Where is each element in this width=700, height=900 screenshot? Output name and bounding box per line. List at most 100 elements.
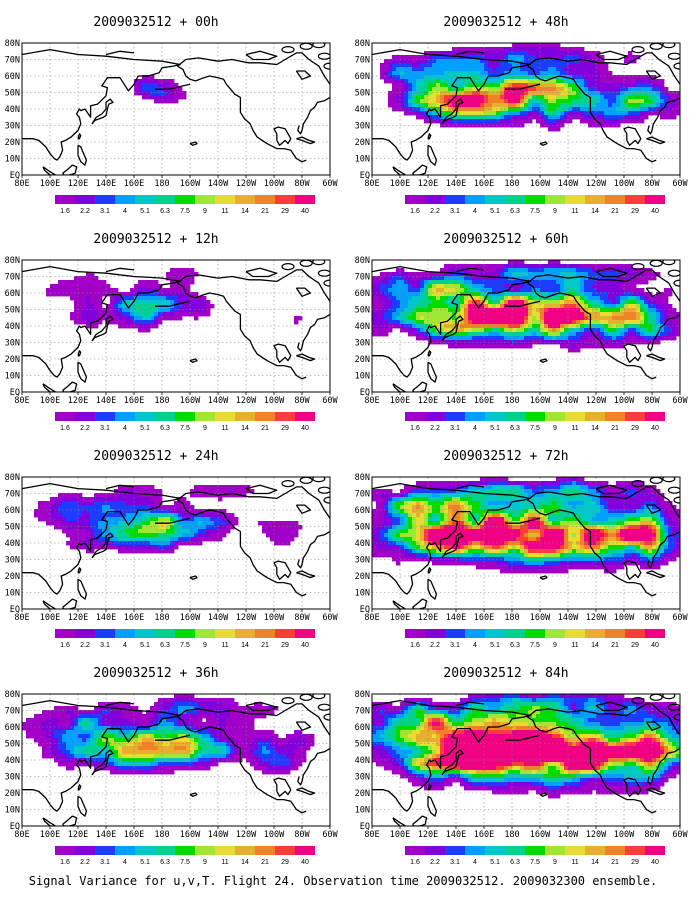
variance-cell (82, 545, 87, 550)
variance-cell (640, 268, 645, 273)
variance-cell (460, 300, 465, 305)
variance-cell (58, 750, 63, 755)
variance-cell (74, 312, 79, 317)
variance-cell (270, 758, 275, 763)
variance-cell (600, 312, 605, 317)
variance-cell (472, 264, 477, 269)
variance-cell (154, 533, 159, 538)
variance-cell (548, 296, 553, 301)
variance-cell (464, 63, 469, 68)
variance-cell (146, 714, 151, 719)
variance-cell (492, 47, 497, 52)
variance-cell (632, 284, 637, 289)
variance-cell (42, 714, 47, 719)
variance-cell (436, 276, 441, 281)
variance-cell (106, 730, 111, 735)
variance-cell (162, 288, 167, 293)
variance-cell (286, 758, 291, 763)
variance-cell (476, 83, 481, 88)
variance-cell (130, 718, 135, 723)
variance-cell (234, 706, 239, 711)
variance-cell (78, 710, 83, 715)
variance-cell (234, 485, 239, 490)
variance-cell (74, 497, 79, 502)
variance-cell (122, 525, 127, 530)
variance-cell (258, 730, 263, 735)
variance-cell (98, 304, 103, 309)
variance-cell (98, 292, 103, 297)
variance-cell (580, 284, 585, 289)
variance-cell (424, 107, 429, 112)
variance-cell (556, 268, 561, 273)
variance-cell (604, 91, 609, 96)
variance-cell (270, 750, 275, 755)
variance-cell (596, 87, 601, 92)
colorbar-swatch (275, 195, 295, 204)
variance-cell (536, 43, 541, 48)
colorbar-swatch (155, 846, 175, 855)
variance-cell (190, 738, 195, 743)
variance-cell (158, 525, 163, 530)
variance-cell (512, 119, 517, 124)
variance-cell (564, 264, 569, 269)
variance-cell (110, 288, 115, 293)
map-frame (371, 42, 681, 176)
variance-cell (106, 497, 111, 502)
variance-cell (488, 47, 493, 52)
variance-cell (404, 107, 409, 112)
variance-cell (198, 308, 203, 313)
variance-cell (404, 87, 409, 92)
variance-cell (536, 95, 541, 100)
variance-cell (548, 75, 553, 80)
variance-cell (174, 694, 179, 699)
variance-cell (142, 328, 147, 333)
variance-cell (612, 300, 617, 305)
variance-cell (488, 284, 493, 289)
variance-cell (86, 276, 91, 281)
variance-cell (376, 288, 381, 293)
variance-cell (210, 762, 215, 767)
variance-cell (190, 754, 195, 759)
variance-cell (452, 300, 457, 305)
variance-cell (500, 320, 505, 325)
variance-cell (154, 742, 159, 747)
variance-cell (540, 43, 545, 48)
variance-cell (536, 308, 541, 313)
variance-cell (536, 71, 541, 76)
variance-cell (596, 67, 601, 72)
colorbar-level-label: 2.2 (80, 859, 90, 866)
x-tick-label: 120W (236, 179, 257, 189)
variance-cell (94, 734, 99, 739)
variance-cell (170, 316, 175, 321)
variance-cell (636, 79, 641, 84)
variance-cell (400, 308, 405, 313)
variance-cell (118, 501, 123, 506)
variance-cell (444, 272, 449, 277)
variance-cell (130, 320, 135, 325)
variance-cell (464, 91, 469, 96)
variance-cell (198, 541, 203, 546)
variance-cell (420, 79, 425, 84)
variance-cell (198, 702, 203, 707)
variance-cell (604, 308, 609, 313)
variance-cell (174, 742, 179, 747)
variance-cell (604, 111, 609, 116)
variance-cell (420, 83, 425, 88)
variance-cell (150, 549, 155, 554)
variance-cell (480, 55, 485, 60)
variance-cell (90, 762, 95, 767)
variance-cell (432, 115, 437, 120)
variance-cell (408, 288, 413, 293)
variance-cell (182, 308, 187, 313)
variance-cell (294, 529, 299, 534)
colorbar-swatch (295, 412, 315, 421)
variance-cell (612, 304, 617, 309)
panel-title: 2009032512 + 12h (93, 232, 218, 247)
variance-cell (400, 87, 405, 92)
variance-cell (142, 545, 147, 550)
colorbar-level-label: 29 (281, 642, 289, 649)
variance-cell (122, 296, 127, 301)
variance-cell (548, 59, 553, 64)
variance-cell (110, 304, 115, 309)
variance-cell (440, 63, 445, 68)
